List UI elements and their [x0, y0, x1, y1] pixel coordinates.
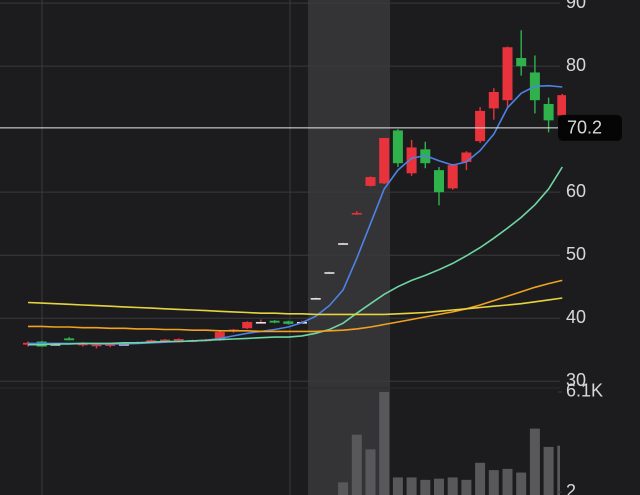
candle-body: [488, 91, 499, 109]
volume-bar: [351, 434, 362, 495]
candle-body: [214, 332, 225, 341]
volume-bar: [434, 478, 444, 495]
moving-average-line: [28, 166, 563, 346]
volume-bar: [516, 472, 527, 495]
candle-body: [255, 321, 266, 324]
volume-tick-label: 6.1K: [566, 381, 603, 401]
candle-body: [557, 95, 566, 116]
volume-bar: [379, 391, 390, 495]
candle-body: [392, 130, 403, 164]
candle-body: [91, 344, 102, 347]
candle-body: [406, 147, 417, 174]
volume-bar: [392, 477, 403, 495]
candle-body: [269, 320, 280, 323]
y-tick-label: 60: [566, 181, 586, 201]
y-tick-label: 30: [566, 370, 586, 390]
moving-average-line: [28, 84, 563, 345]
volume-bar: [365, 449, 376, 495]
y-tick-label: 80: [566, 55, 586, 75]
volume-bar: [475, 462, 486, 495]
volume-bar: [543, 446, 554, 495]
candle-body: [516, 57, 527, 67]
volume-bar: [447, 477, 458, 495]
volume-bar: [461, 479, 472, 495]
highlight-band: [308, 0, 390, 495]
volume-bar: [502, 468, 513, 495]
candle-body: [365, 177, 376, 186]
volume-bar: [420, 479, 431, 495]
candle-body: [351, 212, 362, 215]
volume-bar: [529, 428, 540, 495]
candle-body: [118, 344, 129, 346]
volume-tick-label: 2: [566, 481, 576, 495]
last-price-label: 70.2: [567, 118, 602, 138]
y-tick-label: 40: [566, 307, 586, 327]
volume-bar: [488, 470, 499, 495]
candle-body: [50, 344, 61, 346]
candle-body: [77, 343, 88, 346]
candle-body: [502, 47, 513, 101]
last-price-badge: [558, 114, 622, 141]
y-tick-label: 90: [566, 0, 586, 12]
candle-body: [64, 338, 75, 341]
candle-body: [283, 321, 294, 324]
volume-bar: [557, 445, 560, 495]
candle-body: [434, 170, 444, 193]
y-tick-label: 50: [566, 244, 586, 264]
moving-average-line: [28, 279, 563, 333]
candle-body: [447, 165, 458, 189]
candle-body: [324, 272, 335, 274]
candle-body: [242, 321, 253, 329]
candle-body: [338, 243, 349, 245]
volume-bar: [406, 477, 417, 495]
candle-body: [543, 103, 554, 121]
candle-body: [461, 152, 472, 162]
candle-body: [379, 137, 390, 184]
volume-bar: [338, 482, 349, 495]
candle-body: [475, 110, 486, 142]
candle-body: [173, 339, 184, 342]
candle-body: [310, 298, 321, 300]
moving-average-line: [27, 297, 563, 316]
candle-body: [105, 344, 116, 346]
